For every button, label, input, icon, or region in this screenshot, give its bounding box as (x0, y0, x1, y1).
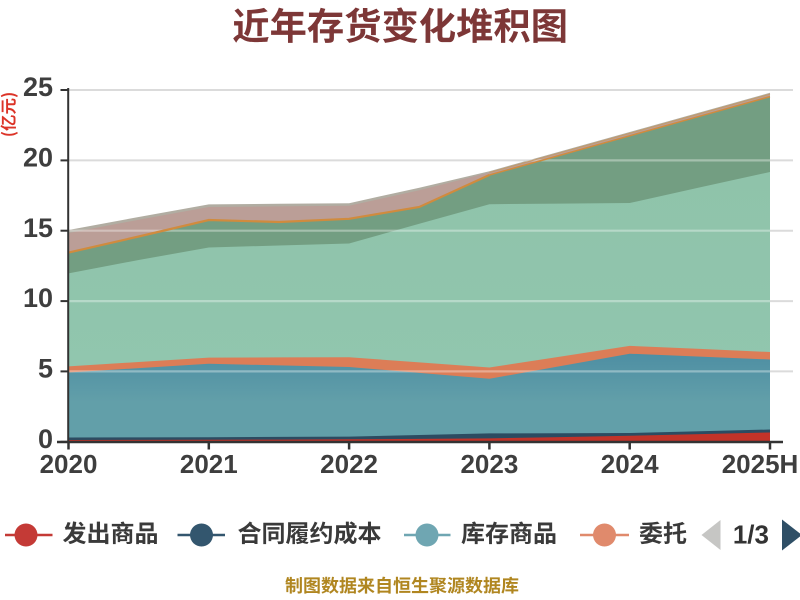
svg-text:2022: 2022 (320, 449, 378, 479)
svg-text:2025H: 2025H (722, 449, 799, 479)
svg-text:10: 10 (23, 283, 53, 313)
svg-text:2024: 2024 (601, 449, 659, 479)
svg-text:0: 0 (38, 424, 53, 454)
svg-text:15: 15 (23, 213, 53, 243)
svg-text:2023: 2023 (460, 449, 518, 479)
svg-text:2021: 2021 (180, 449, 238, 479)
svg-text:2020: 2020 (40, 449, 98, 479)
svg-text:20: 20 (23, 142, 53, 172)
svg-text:25: 25 (23, 72, 53, 102)
svg-text:5: 5 (38, 354, 53, 384)
svg-text:1/3: 1/3 (733, 520, 769, 550)
